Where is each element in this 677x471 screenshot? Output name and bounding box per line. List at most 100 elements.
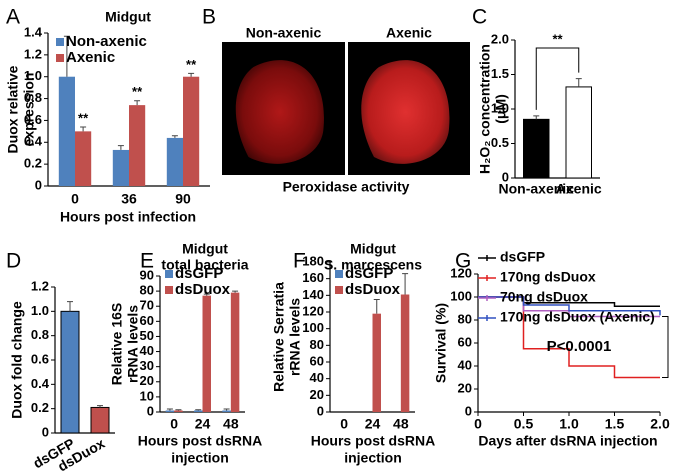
y-tick-label: 0 bbox=[317, 403, 324, 418]
y-tick-label: 2.0 bbox=[491, 31, 509, 46]
x-axis-label: injection bbox=[171, 450, 229, 466]
y-tick-label: 60 bbox=[310, 353, 324, 368]
x-tick-label: 24 bbox=[195, 416, 211, 432]
x-tick-label: 0 bbox=[340, 416, 348, 432]
y-tick-label: 0 bbox=[147, 403, 154, 418]
error-bar bbox=[232, 290, 239, 293]
y-tick-label: 1.0 bbox=[491, 100, 509, 115]
x-axis-label: Hours post dsRNA bbox=[138, 433, 262, 449]
error-bar bbox=[203, 293, 210, 296]
x-tick-label: 0.5 bbox=[514, 416, 534, 432]
y-axis-label: Relative 16S bbox=[109, 303, 125, 386]
bar bbox=[565, 86, 592, 179]
bar bbox=[58, 76, 75, 186]
y-tick-label: 30 bbox=[140, 358, 154, 373]
x-tick-label: Axenic bbox=[556, 181, 602, 197]
legend-swatch bbox=[56, 54, 64, 62]
y-tick-label: 20 bbox=[140, 373, 154, 388]
y-tick-label: 0 bbox=[42, 424, 49, 439]
p-value-bracket bbox=[662, 316, 669, 378]
x-axis-label: Hours post infection bbox=[60, 209, 196, 225]
legend-label: 70ng dsDuox bbox=[500, 289, 588, 305]
y-tick-label: 0 bbox=[502, 169, 509, 184]
legend-swatch bbox=[165, 270, 173, 278]
x-axis-label: Days after dsRNA injection bbox=[478, 433, 657, 449]
error-bar bbox=[188, 72, 195, 77]
y-tick-label: 10 bbox=[140, 388, 154, 403]
panel-letter: D bbox=[6, 250, 21, 273]
legend-swatch bbox=[335, 270, 343, 278]
image-caption: Peroxidase activity bbox=[283, 179, 410, 195]
x-tick-label: 0 bbox=[474, 416, 482, 432]
y-tick-label: 1.0 bbox=[24, 68, 42, 83]
bar bbox=[372, 313, 381, 412]
y-tick-label: 70 bbox=[140, 298, 154, 313]
error-bar bbox=[373, 299, 380, 314]
y-tick-label: 60 bbox=[458, 334, 472, 349]
x-tick-label: 36 bbox=[121, 191, 137, 207]
y-tick-label: 50 bbox=[140, 328, 154, 343]
panel-letter: C bbox=[472, 6, 487, 29]
bar bbox=[166, 137, 183, 186]
survival-line bbox=[478, 296, 661, 316]
y-tick-label: 1.5 bbox=[491, 66, 509, 81]
y-axis-label: Duox fold change bbox=[9, 301, 25, 419]
bar bbox=[60, 310, 80, 434]
bar bbox=[202, 295, 211, 412]
y-axis-label: rRNA levels bbox=[125, 305, 141, 383]
y-tick-label: 160 bbox=[302, 270, 324, 285]
panel-letter: G bbox=[455, 250, 471, 273]
x-tick-label: Non-axenic bbox=[499, 181, 575, 197]
panel-letter: E bbox=[140, 250, 154, 273]
significance-bracket bbox=[535, 47, 580, 110]
error-bar bbox=[171, 135, 178, 138]
x-tick-label: 24 bbox=[365, 416, 381, 432]
bar bbox=[90, 406, 110, 434]
y-tick-label: 180 bbox=[302, 253, 324, 268]
bar bbox=[174, 410, 183, 412]
y-tick-label: 20 bbox=[310, 387, 324, 402]
bar bbox=[165, 410, 175, 412]
y-tick-label: 20 bbox=[458, 380, 472, 395]
error-bar bbox=[402, 273, 409, 295]
y-tick-label: 100 bbox=[450, 288, 472, 303]
bar bbox=[194, 410, 203, 412]
midgut-stain bbox=[235, 60, 324, 164]
panel-letter: B bbox=[202, 6, 216, 29]
x-axis-label: Hours post dsRNA bbox=[311, 433, 435, 449]
legend-swatch bbox=[56, 38, 64, 46]
panel-title: Midgut bbox=[350, 241, 396, 257]
y-tick-label: 40 bbox=[140, 343, 154, 358]
y-tick-label: 80 bbox=[458, 311, 472, 326]
legend-label: Axenic bbox=[66, 49, 115, 66]
legend-label: dsGFP bbox=[500, 249, 545, 265]
y-tick-label: 0.2 bbox=[31, 400, 49, 415]
y-tick-label: 0.2 bbox=[24, 156, 42, 171]
significance: ** bbox=[78, 110, 89, 125]
y-tick-label: 120 bbox=[302, 303, 324, 318]
error-bar bbox=[575, 78, 582, 87]
significance: ** bbox=[132, 84, 143, 99]
bar bbox=[129, 105, 146, 186]
image-label: Non-axenic bbox=[246, 25, 322, 41]
x-tick-label: 90 bbox=[175, 191, 191, 207]
y-tick-label: 40 bbox=[458, 357, 472, 372]
bar bbox=[523, 118, 550, 179]
panel-letter: F bbox=[293, 250, 306, 273]
bar bbox=[75, 131, 92, 186]
x-tick-label: 1.5 bbox=[605, 416, 625, 432]
y-tick-label: 1.0 bbox=[31, 303, 49, 318]
legend-swatch bbox=[165, 286, 173, 294]
panel-letter: A bbox=[6, 6, 20, 29]
y-tick-label: 0.8 bbox=[24, 90, 42, 105]
significance: ** bbox=[552, 31, 563, 46]
y-tick-label: 60 bbox=[140, 313, 154, 328]
y-tick-label: 80 bbox=[140, 283, 154, 298]
error-bar bbox=[134, 100, 141, 106]
legend-swatch bbox=[335, 286, 343, 294]
y-tick-label: 0.6 bbox=[24, 112, 42, 127]
panel-title: Midgut bbox=[105, 9, 151, 25]
y-axis-label: Survival (%) bbox=[433, 303, 449, 383]
error-bar bbox=[63, 35, 70, 77]
